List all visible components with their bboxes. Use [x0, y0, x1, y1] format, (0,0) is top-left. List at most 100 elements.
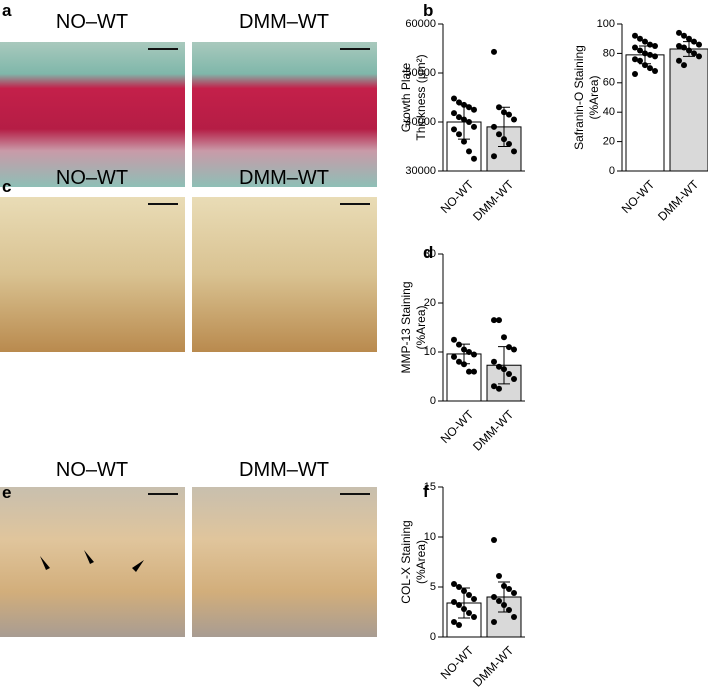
- x-tick-label: NO-WT: [438, 643, 477, 682]
- data-point: [471, 368, 477, 375]
- data-point: [501, 583, 507, 589]
- panel-label: c: [2, 177, 11, 196]
- data-point: [696, 53, 702, 60]
- data-point: [491, 123, 497, 130]
- data-point: [491, 619, 497, 625]
- image: [192, 197, 377, 352]
- data-point: [461, 101, 467, 108]
- x-tick-label: DMM-WT: [470, 177, 517, 224]
- x-tick-label: DMM-WT: [655, 177, 702, 224]
- data-point: [511, 346, 517, 353]
- data-point: [506, 607, 512, 613]
- data-point: [456, 99, 462, 106]
- data-point: [491, 153, 497, 160]
- histology-images: [0, 42, 377, 637]
- data-point: [501, 334, 507, 341]
- data-point: [696, 41, 702, 48]
- data-point: [491, 537, 497, 543]
- data-point: [461, 346, 467, 353]
- y-tick-label: 0: [430, 395, 436, 407]
- y-tick-label: 0: [609, 165, 615, 177]
- panel-label: a: [2, 1, 12, 20]
- x-tick-label: DMM-WT: [470, 643, 517, 690]
- image-caption: DMM–WT: [239, 459, 329, 481]
- data-point: [691, 38, 697, 45]
- data-point: [652, 68, 658, 75]
- data-point: [451, 581, 457, 587]
- data-point: [491, 48, 497, 55]
- y-axis-label: (%Area): [414, 305, 428, 349]
- panel-label: e: [2, 483, 11, 502]
- y-tick-label: 50000: [405, 67, 436, 79]
- x-tick-label: DMM-WT: [470, 407, 517, 454]
- data-point: [466, 119, 472, 125]
- data-point: [681, 62, 687, 69]
- data-point: [471, 106, 477, 113]
- scale-bars: [148, 48, 370, 495]
- data-point: [496, 104, 502, 111]
- data-point: [686, 47, 692, 54]
- y-tick-label: 60000: [405, 18, 436, 30]
- x-tick-label: NO-WT: [619, 177, 658, 216]
- arrows: [40, 550, 144, 572]
- data-point: [676, 57, 682, 64]
- data-point: [461, 606, 467, 612]
- data-point: [501, 602, 507, 608]
- data-point: [676, 29, 682, 36]
- bar: [669, 48, 708, 172]
- y-tick-label: 0: [430, 631, 436, 643]
- data-point: [461, 361, 467, 368]
- data-point: [491, 317, 497, 324]
- data-point: [456, 131, 462, 138]
- panel-label: d: [423, 243, 433, 262]
- data-point: [511, 148, 517, 155]
- data-point: [501, 136, 507, 143]
- y-axis-label: MMP-13 Staining: [399, 281, 413, 373]
- data-point: [506, 371, 512, 378]
- image: [0, 197, 185, 352]
- data-point: [491, 594, 497, 600]
- data-point: [681, 44, 687, 51]
- data-point: [501, 366, 507, 373]
- image-caption: DMM–WT: [239, 11, 329, 33]
- bar: [625, 54, 665, 172]
- data-point: [496, 363, 502, 370]
- data-point: [466, 592, 472, 598]
- data-point: [451, 126, 457, 133]
- x-tick-label: NO-WT: [438, 407, 477, 446]
- data-point: [632, 70, 638, 77]
- data-point: [461, 116, 467, 123]
- y-axis-label: (%Area): [587, 75, 601, 119]
- data-point: [461, 588, 467, 594]
- data-point: [491, 358, 497, 365]
- data-point: [642, 62, 648, 69]
- y-axis-label: Growth Plate: [399, 62, 413, 132]
- data-point: [642, 38, 648, 45]
- y-tick-label: 5: [430, 581, 436, 593]
- y-tick-label: 40: [603, 106, 615, 118]
- data-point: [456, 602, 462, 608]
- data-point: [471, 614, 477, 620]
- y-tick-label: 20: [424, 297, 436, 309]
- data-point: [456, 341, 462, 348]
- data-point: [496, 131, 502, 138]
- y-tick-label: 10: [424, 346, 436, 358]
- data-point: [647, 41, 653, 48]
- y-tick-label: 80: [603, 47, 615, 59]
- data-point: [456, 358, 462, 365]
- data-point: [466, 610, 472, 616]
- data-point: [511, 375, 517, 382]
- y-axis-label: (%Area): [414, 540, 428, 584]
- data-point: [637, 47, 643, 54]
- y-tick-label: 10: [424, 531, 436, 543]
- data-point: [511, 590, 517, 596]
- data-point: [642, 50, 648, 57]
- data-point: [647, 65, 653, 72]
- image-caption: NO–WT: [56, 167, 128, 189]
- data-point: [691, 50, 697, 57]
- data-point: [506, 586, 512, 592]
- image: [0, 42, 185, 187]
- data-point: [686, 35, 692, 42]
- y-tick-label: 30000: [405, 165, 436, 177]
- y-tick-label: 15: [424, 481, 436, 493]
